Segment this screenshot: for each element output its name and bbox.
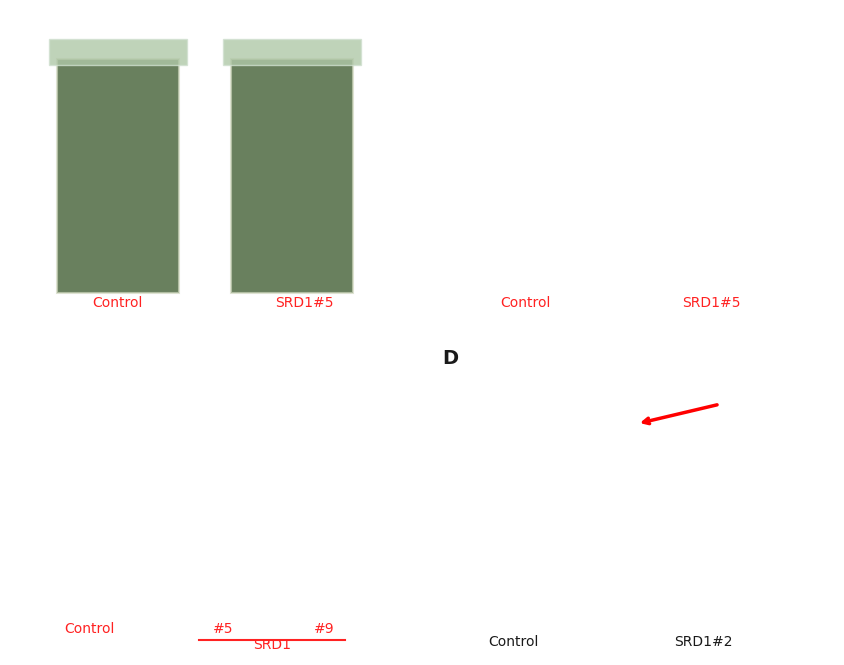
Bar [49, 39, 187, 65]
Text: B: B [443, 23, 457, 42]
Text: D: D [443, 348, 459, 368]
Text: Control: Control [93, 296, 143, 310]
Text: A: A [33, 29, 48, 49]
Bar [223, 39, 361, 65]
Text: #5: #5 [213, 622, 234, 636]
Bar [231, 59, 353, 293]
Text: SRD1#2: SRD1#2 [674, 634, 733, 648]
Bar [57, 59, 179, 293]
Text: Control: Control [64, 622, 115, 636]
Text: SRD1#5: SRD1#5 [275, 296, 333, 310]
Text: SRD1: SRD1 [252, 638, 291, 652]
Text: #9: #9 [314, 622, 335, 636]
Text: Control: Control [500, 296, 550, 310]
Text: SRD1#5: SRD1#5 [682, 296, 741, 310]
Text: Control: Control [488, 634, 538, 648]
Text: C: C [29, 348, 43, 368]
